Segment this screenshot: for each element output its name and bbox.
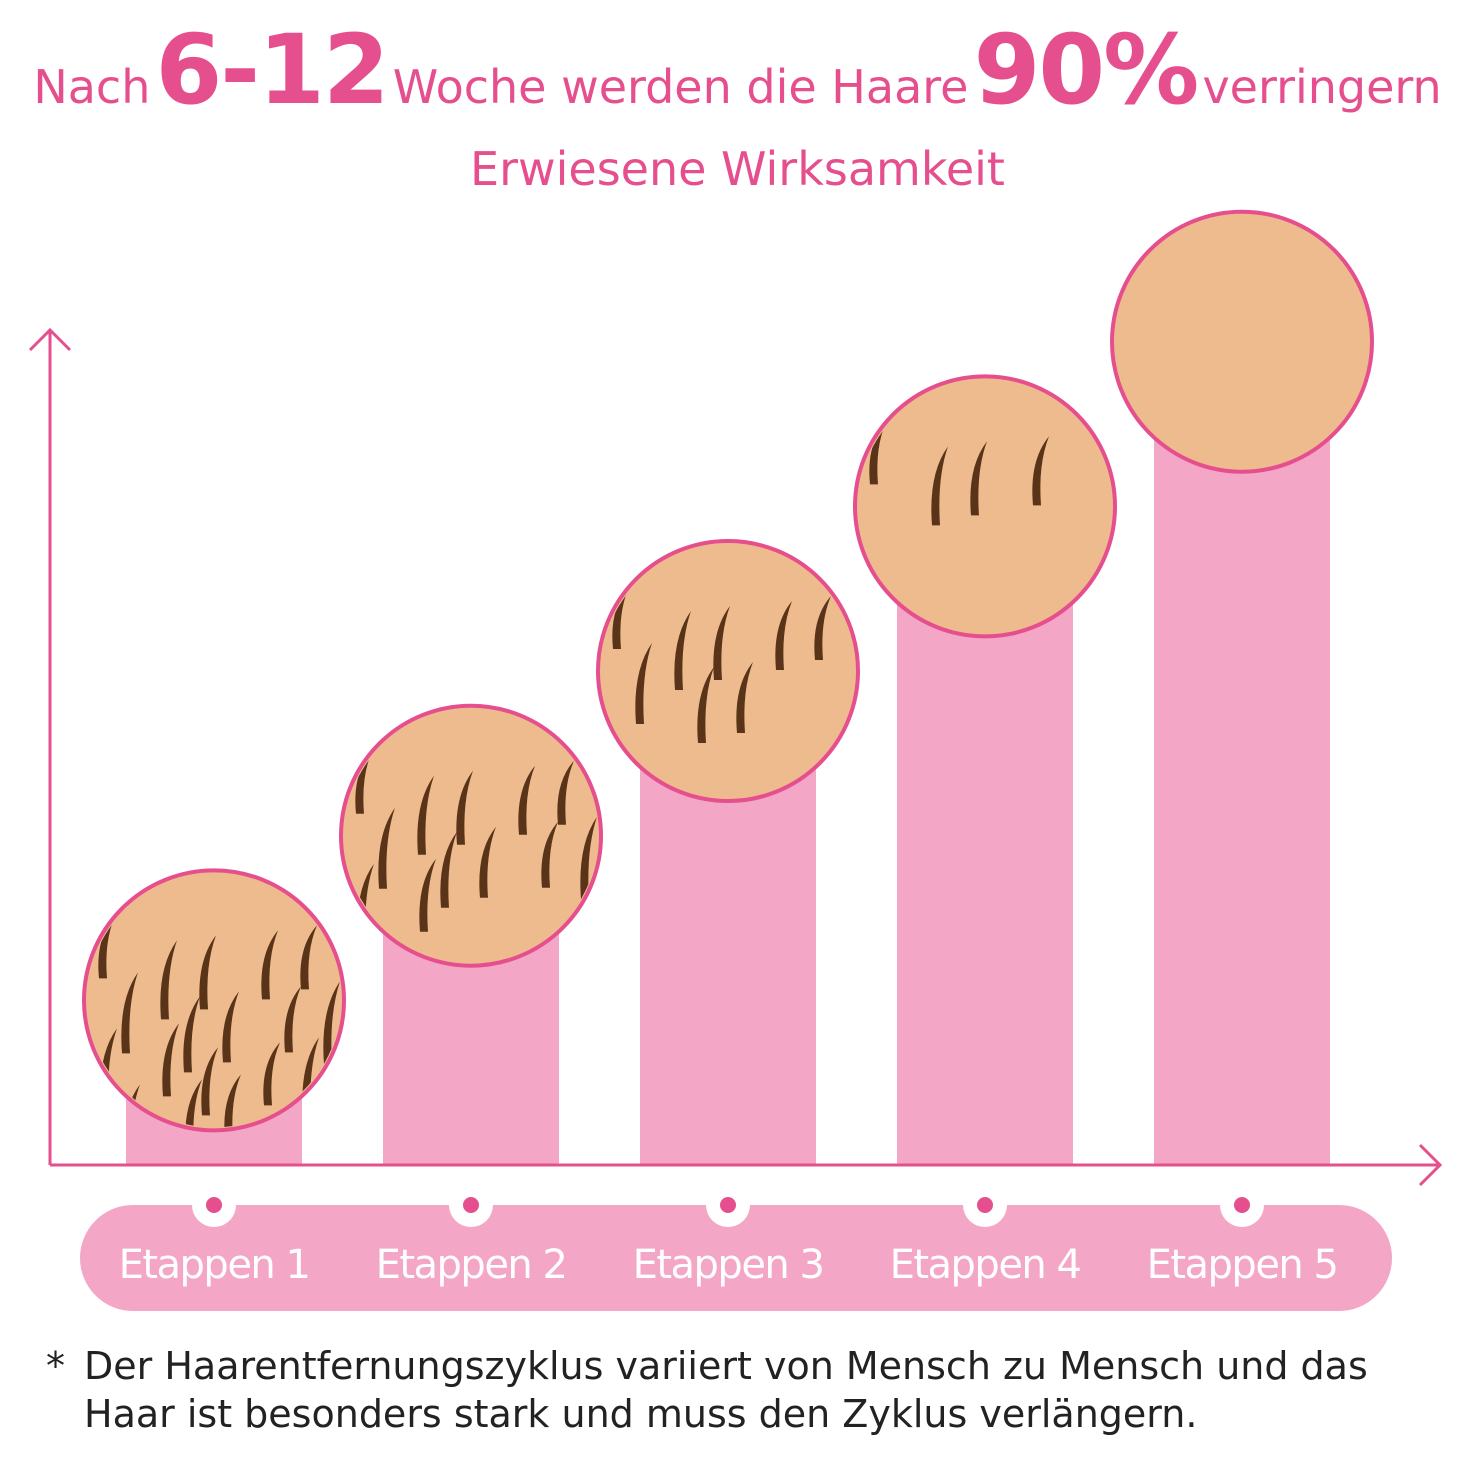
hair-strand bbox=[121, 972, 138, 1054]
hair-strand bbox=[970, 441, 987, 516]
category-label-1: Etappen 1 bbox=[119, 1242, 310, 1288]
headline-part2: Woche werden die Haare bbox=[392, 60, 969, 114]
hair-strand bbox=[419, 858, 436, 932]
hair-strand bbox=[518, 765, 535, 835]
tick-dot-5 bbox=[1234, 1197, 1250, 1213]
hair-strand bbox=[635, 643, 652, 725]
category-label-2: Etappen 2 bbox=[376, 1242, 567, 1288]
hair-strand bbox=[355, 751, 372, 814]
hair-strand bbox=[456, 770, 473, 845]
hair-strand bbox=[160, 940, 177, 1020]
hair-strand bbox=[325, 1093, 341, 1128]
footnote: * Der Haarentfernungszyklus variiert von… bbox=[46, 1342, 1446, 1438]
hair-strand bbox=[440, 831, 457, 908]
hair-strand bbox=[869, 422, 886, 485]
hair-strand bbox=[323, 981, 340, 1065]
footnote-star: * bbox=[46, 1344, 65, 1388]
hair-strand bbox=[580, 816, 597, 900]
hair-strand bbox=[612, 587, 629, 650]
hair-strand bbox=[417, 775, 434, 855]
label-band bbox=[80, 1205, 1392, 1311]
hair-strand bbox=[775, 601, 792, 671]
hair-strand bbox=[201, 1047, 218, 1116]
hair-strand bbox=[261, 930, 278, 1000]
hair-strand bbox=[479, 826, 496, 898]
x-axis-arrow bbox=[1418, 1143, 1443, 1187]
subtitle: Erwiesene Wirksamkeit bbox=[470, 142, 1005, 196]
hair-strand bbox=[697, 667, 714, 744]
tick-dot-4 bbox=[977, 1197, 993, 1213]
hair-strand bbox=[284, 986, 301, 1053]
hair-strand bbox=[162, 1023, 179, 1097]
bar-chart: Etappen 1 Etappen 2 Etappen 3 Etappen 4 Etap… bbox=[28, 209, 1443, 1311]
footnote-text: Der Haarentfernungszyklus variiert von M… bbox=[84, 1344, 1368, 1436]
hair-strand bbox=[736, 662, 753, 734]
hair-strand bbox=[378, 807, 395, 889]
headline-part1: Nach bbox=[33, 60, 151, 114]
hair-strand bbox=[674, 611, 691, 691]
hair-group-1 bbox=[98, 916, 341, 1128]
hair-group-4 bbox=[869, 422, 1049, 526]
headline-part3: verringern bbox=[1202, 60, 1442, 114]
hair-strand bbox=[222, 991, 239, 1063]
hair-strand bbox=[98, 916, 115, 979]
hair-strand bbox=[541, 821, 558, 888]
hair-strand bbox=[814, 596, 831, 661]
skin-circle-5 bbox=[1110, 209, 1374, 474]
headline-weeks: 6-12 bbox=[155, 14, 389, 126]
skin-circle-3 bbox=[596, 539, 860, 804]
tick-dot-3 bbox=[720, 1197, 736, 1213]
y-axis-arrow bbox=[28, 327, 72, 352]
headline: Nach 6-12 Woche werden die Haare 90% ver… bbox=[0, 22, 1475, 118]
hair-strand bbox=[931, 446, 948, 526]
hair-strand bbox=[557, 760, 574, 825]
skin-circle-4 bbox=[853, 374, 1117, 639]
tick-dot-2 bbox=[463, 1197, 479, 1213]
hair-strand bbox=[185, 1079, 202, 1128]
hair-strand bbox=[713, 606, 730, 681]
hair-strand bbox=[1032, 436, 1049, 506]
hair-strand bbox=[199, 935, 216, 1010]
hair-group-3 bbox=[612, 587, 831, 744]
headline-percent: 90% bbox=[973, 14, 1200, 126]
skin-circle-2 bbox=[339, 703, 603, 968]
hair-strand bbox=[263, 1042, 280, 1106]
hair-strand bbox=[224, 1074, 241, 1128]
category-label-3: Etappen 3 bbox=[633, 1242, 824, 1288]
hair-strand bbox=[300, 925, 317, 990]
skin-circle-1 bbox=[82, 868, 346, 1133]
category-label-5: Etappen 5 bbox=[1147, 1242, 1338, 1288]
hair-strand bbox=[183, 996, 200, 1073]
bar-5 bbox=[1154, 341, 1330, 1166]
tick-dot-1 bbox=[206, 1197, 222, 1213]
category-label-4: Etappen 4 bbox=[890, 1242, 1081, 1288]
